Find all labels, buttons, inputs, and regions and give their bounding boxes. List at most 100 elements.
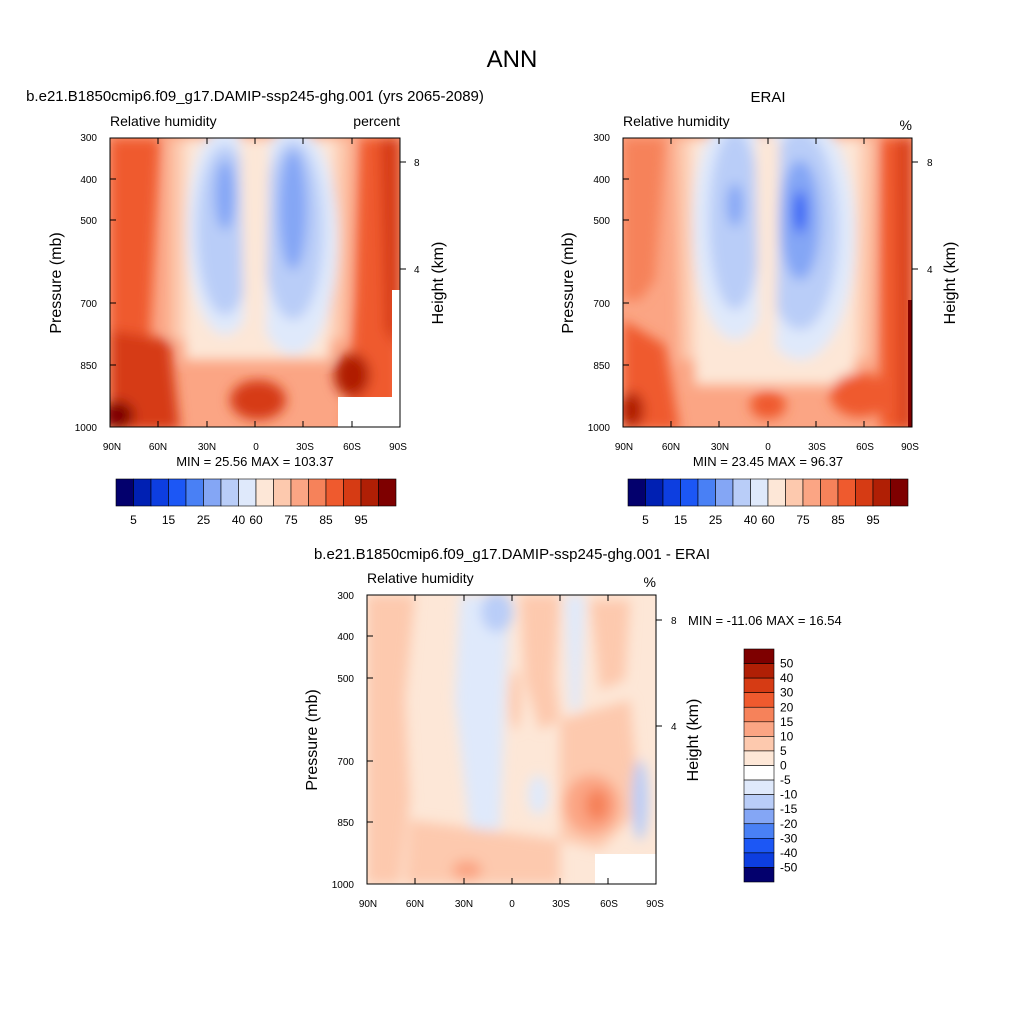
panel-diff-title: b.e21.B1850cmip6.f09_g17.DAMIP-ssp245-gh… xyxy=(314,546,710,563)
colorbar-swatch xyxy=(715,478,734,507)
colorbar-swatch xyxy=(743,808,775,825)
contour-region xyxy=(830,373,890,417)
panel-obs-field xyxy=(623,138,912,427)
panel-model: b.e21.B1850cmip6.f09_g17.DAMIP-ssp245-gh… xyxy=(26,88,484,527)
colorbar-label: 40 xyxy=(232,513,246,527)
tick-mark xyxy=(670,421,865,427)
colorbar-swatch xyxy=(743,692,775,708)
colorbar-label: 15 xyxy=(780,715,794,729)
panel-model-ylabel-right: Height (km) xyxy=(430,242,447,325)
panel-obs-stats: MIN = 23.45 MAX = 96.37 xyxy=(693,454,843,469)
colorbar-swatch xyxy=(255,478,274,507)
panel-diff-lat-labels: 90N 60N 30N 0 30S 60S 90S xyxy=(359,899,664,910)
panel-diff-pressure-labels: 300 400 500 700 850 1000 xyxy=(332,591,355,891)
panel-model-stats: MIN = 25.56 MAX = 103.37 xyxy=(176,454,334,469)
pressure-tick-label: 500 xyxy=(593,216,610,227)
colorbar-label: 40 xyxy=(744,513,758,527)
panel-diff-field xyxy=(367,595,656,884)
lat-tick-label: 30S xyxy=(296,442,314,453)
lat-tick-label: 60S xyxy=(343,442,361,453)
pressure-tick-label: 300 xyxy=(593,133,610,144)
lat-tick-label: 60N xyxy=(662,442,680,453)
panel-obs-subtitle-right: % xyxy=(900,117,912,133)
contour-region xyxy=(405,820,560,884)
colorbar-label: -20 xyxy=(780,817,798,831)
colorbar-label: 95 xyxy=(354,513,368,527)
colorbar-swatch xyxy=(743,706,775,723)
contour-region xyxy=(727,183,743,227)
height-tick-label: 8 xyxy=(671,616,677,627)
panel-model-lat-labels: 90N 60N 30N 0 30S 60S 90S xyxy=(103,442,407,453)
panel-obs-height-labels: 8 4 xyxy=(927,158,933,276)
height-tick-label: 4 xyxy=(671,722,677,733)
panel-model-subtitle-left: Relative humidity xyxy=(110,113,217,129)
lat-tick-label: 30S xyxy=(552,899,570,910)
colorbar-swatch xyxy=(203,478,222,507)
tick-mark xyxy=(110,178,116,366)
colorbar-swatch xyxy=(837,478,856,507)
tick-mark xyxy=(414,878,609,884)
colorbar-swatch xyxy=(890,478,909,507)
colorbar-swatch xyxy=(627,478,646,507)
panel-diff: b.e21.B1850cmip6.f09_g17.DAMIP-ssp245-gh… xyxy=(304,546,842,910)
colorbar-swatch xyxy=(743,648,775,664)
colorbar-label: 15 xyxy=(162,513,176,527)
colorbar-swatch xyxy=(680,478,699,507)
panel-model-subtitle-right: percent xyxy=(353,113,400,129)
colorbar-label: 5 xyxy=(130,513,137,527)
pressure-tick-label: 300 xyxy=(337,591,354,602)
colorbar-swatch xyxy=(273,478,292,507)
height-tick-label: 8 xyxy=(927,158,933,169)
colorbar-swatch xyxy=(308,478,327,507)
pressure-tick-label: 1000 xyxy=(332,880,355,891)
colorbar-label: 85 xyxy=(319,513,333,527)
contour-region xyxy=(455,595,510,830)
lat-tick-label: 0 xyxy=(253,442,259,453)
colorbar-label: 20 xyxy=(780,700,794,714)
contour-region xyxy=(623,392,644,427)
lat-tick-label: 90N xyxy=(359,899,377,910)
colorbar-swatch xyxy=(743,750,775,766)
colorbar-swatch xyxy=(785,478,804,507)
contour-region xyxy=(528,775,548,815)
lat-tick-label: 0 xyxy=(509,899,515,910)
pressure-tick-label: 850 xyxy=(593,361,610,372)
panel-model-title: b.e21.B1850cmip6.f09_g17.DAMIP-ssp245-gh… xyxy=(26,88,484,105)
colorbar-swatch xyxy=(743,779,775,795)
colorbar-swatch xyxy=(743,721,775,737)
colorbar-swatch xyxy=(360,478,379,507)
panel-obs-ylabel-left: Pressure (mb) xyxy=(560,232,577,333)
panel-diff-subtitle-right: % xyxy=(644,574,656,590)
panel-diff-stats: MIN = -11.06 MAX = 16.54 xyxy=(688,613,842,628)
height-tick-label: 4 xyxy=(414,265,420,276)
lat-tick-label: 90S xyxy=(646,899,664,910)
panel-model-pressure-labels: 300 400 500 700 850 1000 xyxy=(75,133,98,434)
colorbar-swatch xyxy=(872,478,891,507)
panel-obs-subtitle-left: Relative humidity xyxy=(623,113,730,129)
pressure-tick-label: 700 xyxy=(80,299,97,310)
colorbar-swatch xyxy=(185,478,204,507)
contour-region xyxy=(110,330,180,427)
pressure-tick-label: 700 xyxy=(337,757,354,768)
contour-region xyxy=(367,595,415,884)
pressure-tick-label: 850 xyxy=(80,361,97,372)
contour-region xyxy=(215,160,235,230)
panel-obs-ticks xyxy=(623,138,918,427)
colorbar-label: 15 xyxy=(674,513,688,527)
colorbar-swatch xyxy=(750,478,769,507)
tick-mark xyxy=(414,595,609,601)
colorbar-label: -40 xyxy=(780,846,798,860)
lat-tick-label: 0 xyxy=(765,442,771,453)
colorbar-swatch xyxy=(662,478,681,507)
colorbar-swatch xyxy=(743,867,775,883)
lat-tick-label: 30N xyxy=(198,442,216,453)
lat-tick-label: 90S xyxy=(389,442,407,453)
lat-tick-label: 60N xyxy=(149,442,167,453)
panel-obs-colorbar: 5 15 25 40 60 75 85 95 xyxy=(627,478,909,527)
colorbar-swatch xyxy=(802,478,821,507)
colorbar-swatch xyxy=(743,794,775,810)
contour-region xyxy=(585,789,609,821)
contour-region xyxy=(110,401,134,427)
pressure-tick-label: 500 xyxy=(80,216,97,227)
